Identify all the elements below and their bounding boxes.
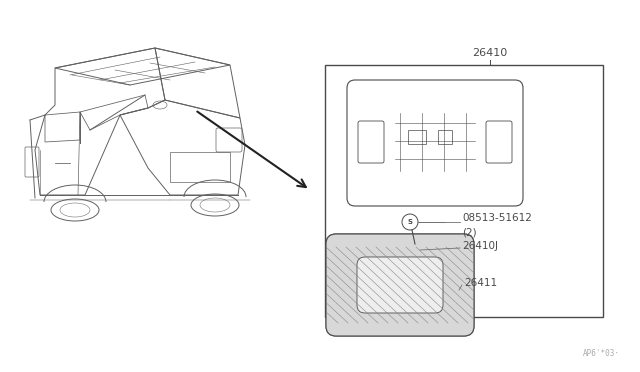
Text: AP6'*03·: AP6'*03· — [583, 349, 620, 358]
FancyBboxPatch shape — [326, 234, 474, 336]
Text: S: S — [408, 219, 413, 225]
Text: 26410J: 26410J — [462, 241, 498, 251]
Text: 26410: 26410 — [472, 48, 508, 58]
Text: 08513-51612: 08513-51612 — [462, 213, 532, 223]
FancyBboxPatch shape — [357, 257, 443, 313]
Text: (2): (2) — [462, 227, 477, 237]
Text: 26411: 26411 — [464, 278, 497, 288]
